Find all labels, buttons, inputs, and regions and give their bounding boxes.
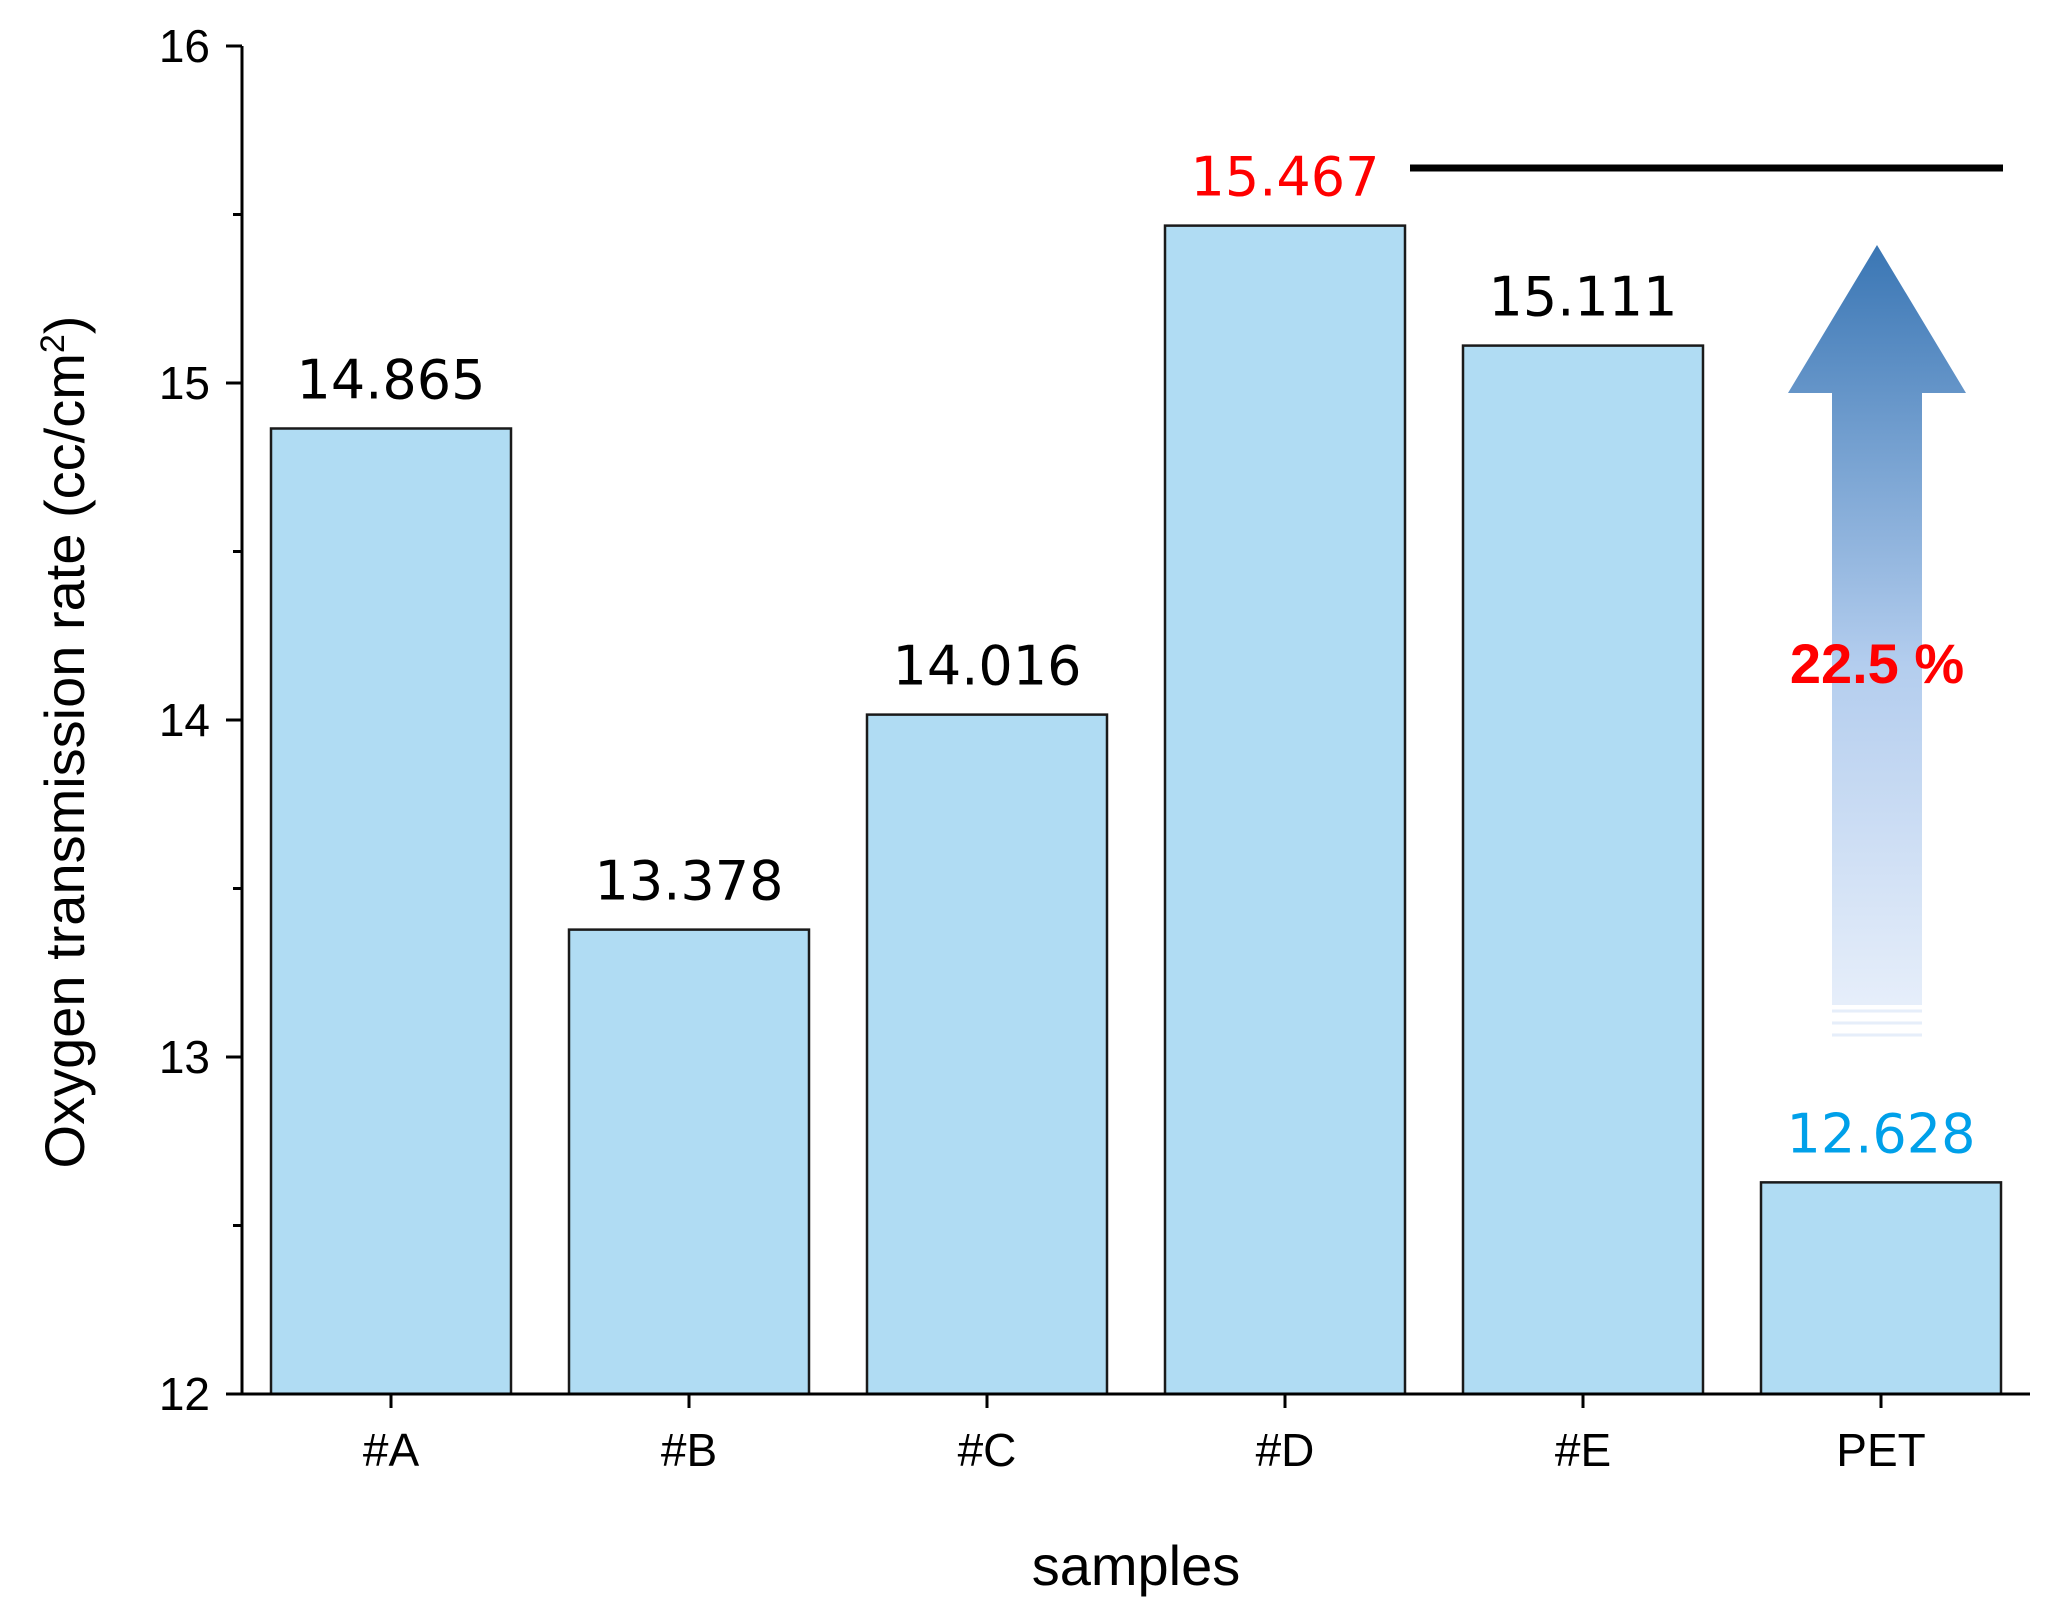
increase-percent-label: 22.5 % xyxy=(1790,632,1964,695)
bar-5 xyxy=(1759,1181,2003,1396)
value-label-1: 13.378 xyxy=(595,850,784,913)
y-tick-label-1: 13 xyxy=(159,1031,210,1083)
value-label-4: 15.111 xyxy=(1489,266,1678,329)
y-tick-label-0: 12 xyxy=(159,1368,210,1420)
increase-annotation: 22.5 % xyxy=(1410,164,2003,1037)
y-tick-label-4: 16 xyxy=(159,20,210,72)
value-label-0: 14.865 xyxy=(297,348,486,411)
y-axis-title: Oxygen transmission rate (cc/cm2) xyxy=(33,316,96,1169)
value-label-2: 14.016 xyxy=(893,635,1082,698)
x-tick-label-1: #B xyxy=(661,1424,717,1476)
x-tick-label-4: #E xyxy=(1555,1424,1611,1476)
x-tick-label-3: #D xyxy=(1256,1424,1315,1476)
x-tick-label-0: #A xyxy=(363,1424,420,1476)
bars xyxy=(269,224,2003,1396)
value-label-5: 12.628 xyxy=(1787,1102,1976,1165)
bar-1 xyxy=(567,928,811,1396)
value-labels: 14.865 13.378 14.016 15.467 15.111 12.628 xyxy=(297,146,1976,1166)
bar-4 xyxy=(1461,344,1705,1396)
axes: #A #B #C #D #E PET 12 13 14 15 16 xyxy=(159,20,2030,1476)
x-axis-title: samples xyxy=(1032,1534,1241,1597)
x-tick-label-5: PET xyxy=(1836,1424,1925,1476)
x-tick-label-2: #C xyxy=(958,1424,1017,1476)
bar-0 xyxy=(269,427,513,1396)
y-tick-label-3: 15 xyxy=(159,357,210,409)
y-tick-label-2: 14 xyxy=(159,694,210,746)
increase-arrow-icon xyxy=(1788,245,1966,1005)
value-label-3: 15.467 xyxy=(1191,146,1380,209)
bar-3 xyxy=(1163,224,1407,1396)
bar-2 xyxy=(865,713,1109,1396)
